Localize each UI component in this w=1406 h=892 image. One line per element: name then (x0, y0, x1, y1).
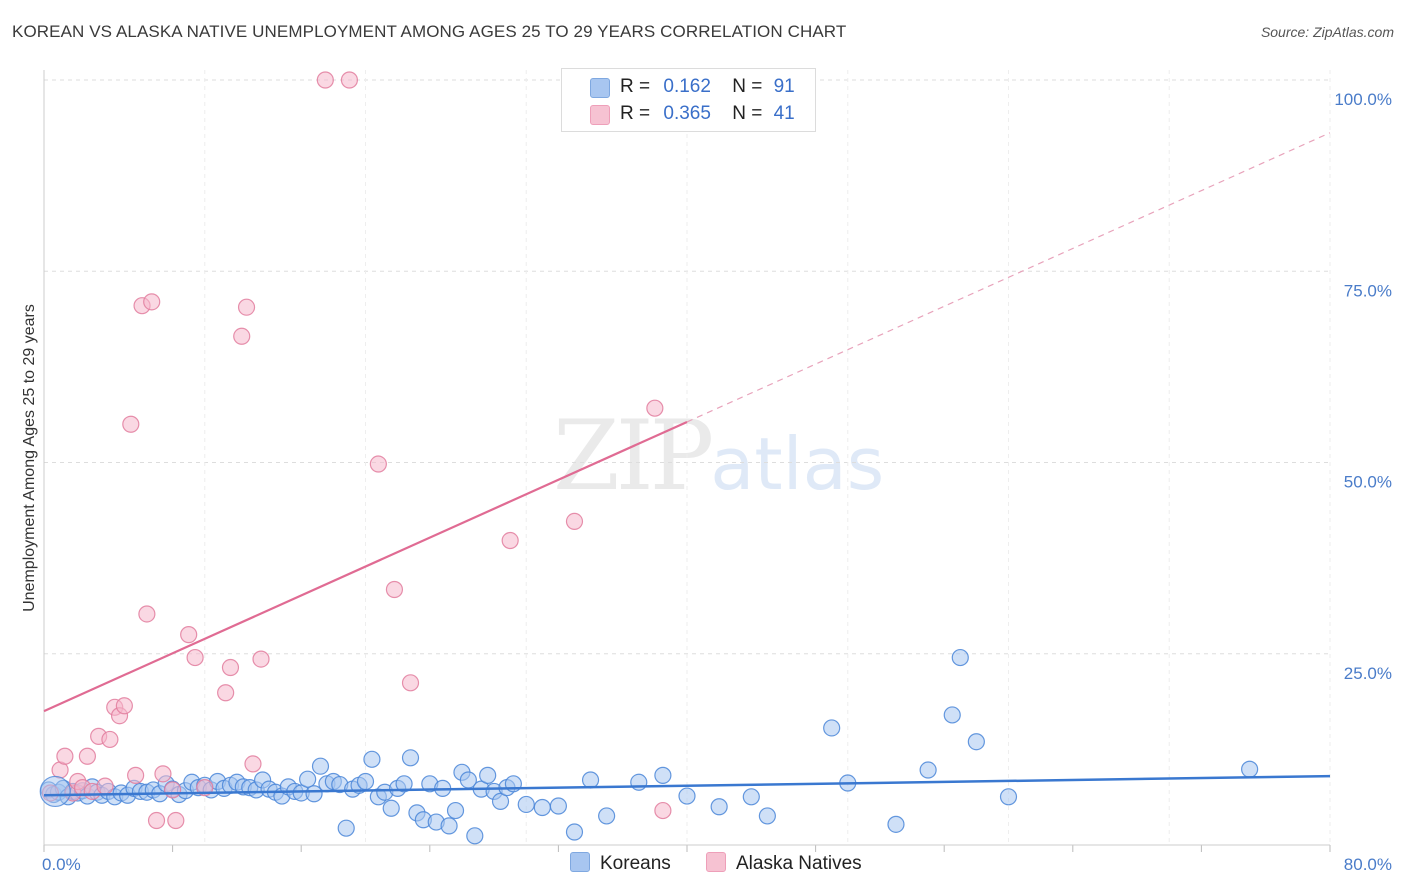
alaska-native-point (340, 71, 359, 89)
alaska-native-point (147, 811, 166, 830)
watermark-atlas: atlas (710, 422, 885, 506)
alaska-native-point (186, 648, 204, 667)
bottom-legend-label-alaska-natives: Alaska Natives (736, 853, 862, 874)
legend-r-value: 0.365 (663, 103, 711, 124)
korean-point (678, 787, 696, 805)
alaska-native-point (180, 626, 198, 644)
alaska-native-point (78, 747, 97, 765)
watermark: ZIPatlas (553, 400, 884, 512)
korean-point (565, 823, 584, 841)
alaska-native-point (316, 71, 334, 89)
alaska-native-point (167, 811, 185, 830)
korean-point (356, 772, 375, 791)
alaska-native-point (127, 766, 145, 784)
alaska-native-point (237, 298, 256, 316)
korean-trend-line (43, 774, 1331, 797)
korean-point (951, 648, 969, 667)
alaska-native-point (164, 781, 182, 799)
alaska-native-point (252, 650, 270, 668)
legend-r-label: R = (620, 76, 651, 97)
legend-text-koreans: R = 0.162 N = 91 (620, 76, 795, 98)
korean-point (1241, 760, 1259, 778)
alaska-native-point (56, 747, 74, 765)
korean-point (440, 817, 458, 835)
y-tick-label: 25.0% (1344, 664, 1392, 683)
korean-point (742, 788, 760, 806)
korean-point (446, 801, 465, 820)
legend-swatch-koreans (590, 78, 610, 98)
alaska-native-point (244, 755, 262, 773)
alaska-native-point (501, 531, 519, 550)
legend-text-alaska-natives: R = 0.365 N = 41 (620, 103, 795, 125)
legend-swatch-alaska-natives (590, 105, 610, 125)
alaska-native-point (401, 674, 420, 692)
korean-point (401, 749, 420, 767)
korean-point (311, 757, 330, 775)
korean-point-cluster (39, 775, 71, 808)
alaska-native-trend-line (43, 420, 688, 713)
chart-title: KOREAN VS ALASKA NATIVE UNEMPLOYMENT AMO… (12, 22, 847, 41)
alaska-native-point (96, 777, 114, 795)
korean-point (517, 795, 535, 814)
alaska-native-point (565, 512, 584, 531)
korean-point (491, 792, 510, 810)
alaska-native-point (646, 399, 664, 417)
legend-n-value: 41 (773, 103, 795, 124)
alaska-native-point (217, 684, 235, 702)
korean-point (337, 819, 355, 837)
korean-point (382, 799, 400, 817)
alaska-native-point (369, 455, 387, 473)
alaska-native-point (385, 580, 404, 599)
y-tick-label: 50.0% (1344, 473, 1392, 492)
korean-point (466, 827, 484, 845)
alaska-native-point (101, 730, 119, 749)
korean-point (598, 807, 616, 825)
legend-n-label: N = (732, 103, 763, 124)
bottom-legend-label-koreans: Koreans (600, 853, 671, 874)
x-tick-label: 0.0% (42, 855, 81, 874)
alaska-native-trend-extension (686, 132, 1331, 423)
source-credit: Source: ZipAtlas.com (1260, 24, 1394, 40)
korean-point (710, 798, 728, 816)
korean-point (533, 798, 551, 817)
korean-point (999, 788, 1018, 806)
alaska-native-point (154, 765, 172, 783)
korean-point (967, 733, 985, 751)
korean-point (887, 815, 905, 833)
korean-point (581, 771, 600, 789)
korean-point (919, 761, 937, 779)
korean-point (479, 766, 497, 784)
alaska-native-point (143, 293, 161, 311)
korean-point (630, 773, 648, 791)
korean-point (549, 797, 568, 815)
alaska-native-point (115, 697, 133, 715)
korean-point (758, 807, 776, 825)
alaska-native-point (122, 415, 140, 433)
legend-r-label: R = (620, 103, 651, 124)
bottom-legend-swatch-koreans (570, 852, 590, 872)
korean-point (299, 770, 317, 788)
korean-point (395, 775, 413, 793)
bottom-legend-alaska-natives: Alaska Natives (706, 852, 862, 875)
x-tick-label: 80.0% (1344, 855, 1392, 874)
y-tick-label: 100.0% (1334, 90, 1392, 109)
korean-point (823, 719, 841, 737)
korean-point (654, 766, 672, 784)
korean-point (305, 785, 323, 803)
alaska-native-point (138, 605, 156, 623)
y-tick-label: 75.0% (1344, 281, 1392, 300)
alaska-native-point (654, 801, 672, 820)
alaska-native-point (233, 327, 251, 345)
legend-r-value: 0.162 (663, 76, 711, 97)
correlation-legend: R = 0.162 N = 91 R = 0.365 N = 41 (561, 68, 816, 132)
bottom-legend-koreans: Koreans (570, 852, 671, 875)
legend-n-value: 91 (773, 76, 795, 97)
korean-point (943, 706, 961, 724)
korean-point (363, 750, 381, 768)
bottom-legend-swatch-alaska-natives (706, 852, 726, 872)
legend-n-label: N = (732, 76, 763, 97)
alaska-native-point (221, 658, 240, 677)
